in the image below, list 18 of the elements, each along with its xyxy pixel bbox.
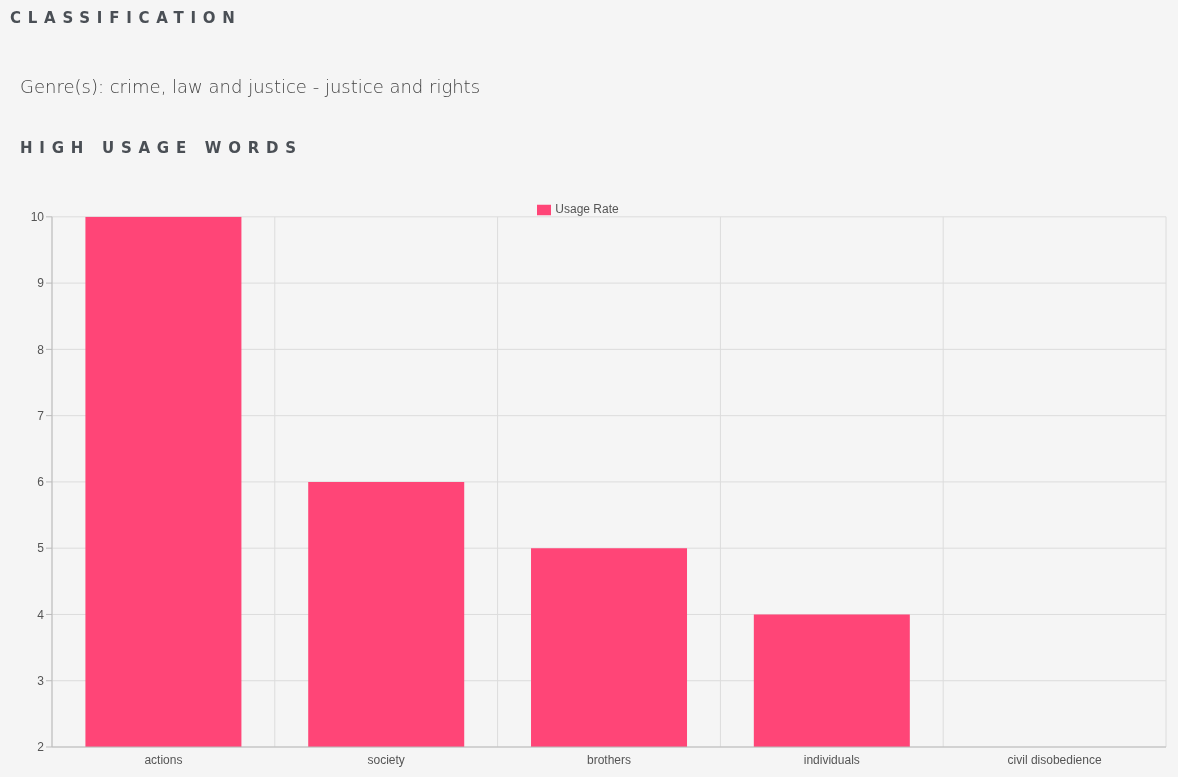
x-tick-label: actions — [144, 752, 183, 767]
x-tick-label: brothers — [586, 752, 632, 767]
x-tick-label: civil disobedience — [1007, 752, 1102, 767]
y-tick-label: 3 — [37, 673, 45, 688]
text: CLASSIFICATION — [10, 9, 242, 27]
y-tick-label: 7 — [37, 408, 45, 423]
x-tick-label: society — [367, 752, 405, 767]
y-tick-label: 4 — [37, 607, 45, 622]
y-tick-label: 2 — [37, 740, 45, 755]
y-tick-label: 6 — [37, 475, 45, 490]
y-tick-label: 8 — [37, 342, 45, 357]
legend-label: Usage Rate — [555, 202, 619, 216]
y-tick-label: 9 — [37, 276, 45, 291]
text: Genre(s): crime, law and justice - justice and rights — [20, 76, 481, 97]
x-tick-label: individuals — [803, 752, 860, 767]
y-tick-label: 10 — [30, 210, 45, 225]
chart-title: HIGH USAGE WORDS — [20, 139, 303, 157]
y-tick-label: 5 — [37, 541, 45, 556]
